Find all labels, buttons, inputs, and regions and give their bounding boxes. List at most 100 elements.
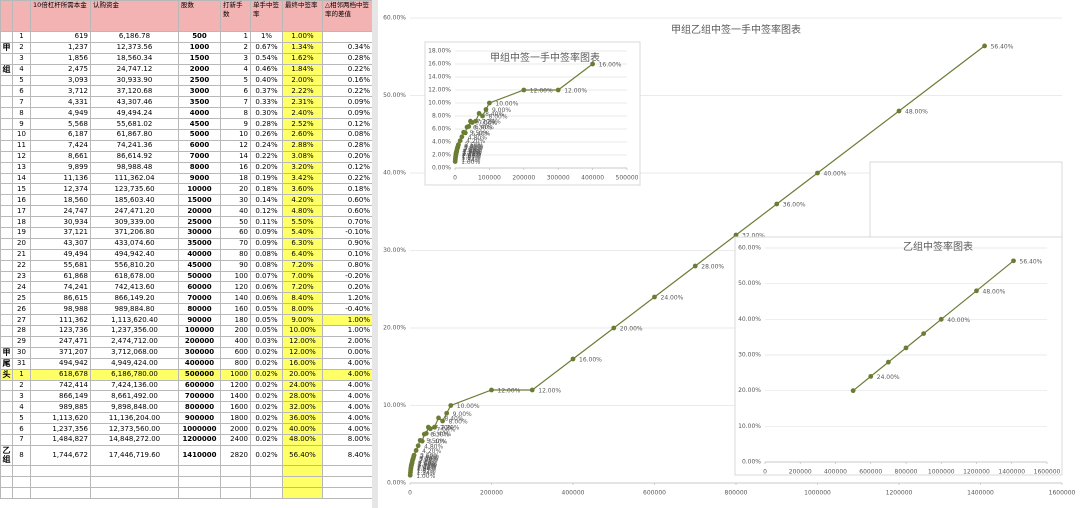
data-label: 1.84% bbox=[462, 154, 481, 161]
y-tick-label: 50.00% bbox=[738, 280, 761, 287]
y-tick-label: 2.00% bbox=[432, 152, 451, 159]
data-label: 3.42% bbox=[420, 454, 439, 461]
row: 组 4 2,475 24,747.12 2000 4 0.46% 1.84% 0.22% bbox=[0, 63, 373, 76]
x-tick-label: 1600000 bbox=[1049, 490, 1076, 497]
y-tick-label: 0.00% bbox=[387, 480, 406, 487]
data-point bbox=[480, 113, 485, 119]
data-label: 12.00% bbox=[538, 388, 561, 395]
header-cell: 认购资金 bbox=[90, 0, 179, 32]
x-tick-label: 100000 bbox=[478, 175, 501, 182]
data-point bbox=[868, 374, 874, 379]
data-label: 6.30% bbox=[430, 432, 449, 439]
x-tick-label: 1200000 bbox=[963, 469, 990, 476]
chart-frame bbox=[734, 236, 1063, 476]
data-label: 2.60% bbox=[418, 460, 437, 467]
y-tick-label: 0.00% bbox=[432, 165, 451, 172]
data-point bbox=[555, 87, 561, 93]
data-label: 3.20% bbox=[464, 145, 483, 152]
data-label: 8.00% bbox=[449, 419, 468, 426]
data-point bbox=[489, 387, 494, 393]
header-cell: 股数 bbox=[178, 0, 221, 32]
data-label: 20.00% bbox=[620, 326, 643, 333]
data-label: 28.00% bbox=[701, 264, 724, 271]
data-label: 4.80% bbox=[424, 443, 443, 450]
data-label: 32.00% bbox=[742, 233, 765, 240]
data-label: 40.00% bbox=[824, 171, 847, 178]
x-tick-label: 800000 bbox=[725, 490, 748, 497]
row: 头 1 618,678 6,186,780.00 500000 1000 0.02% 20.0… bbox=[0, 368, 373, 381]
data-point bbox=[692, 263, 698, 269]
chart-title: 甲组中签一手中签率图表 bbox=[490, 51, 600, 64]
data-label: 2.40% bbox=[462, 150, 481, 157]
data-label: 12.00% bbox=[530, 88, 553, 95]
chart-title: 甲组乙组中签一手中签率图表 bbox=[671, 23, 801, 36]
y-tick-label: 30.00% bbox=[738, 352, 761, 359]
x-tick-label: 400000 bbox=[581, 175, 604, 182]
x-tick-label: 400000 bbox=[562, 490, 585, 497]
data-label: 6.40% bbox=[432, 431, 451, 438]
row: 17 24,747 247,471.20 20000 40 0.12% 4.80% 0.60% bbox=[0, 205, 373, 218]
series-line bbox=[852, 260, 1014, 392]
data-point bbox=[529, 387, 535, 393]
data-label: 7.20% bbox=[434, 425, 453, 432]
data-label: 6.30% bbox=[473, 125, 492, 132]
x-tick-label: 0 bbox=[408, 490, 412, 497]
data-label: 5.50% bbox=[426, 438, 445, 445]
x-tick-label: 200000 bbox=[789, 469, 812, 476]
data-label: 2.00% bbox=[417, 465, 436, 472]
row: 甲 2 1,237 12,373.56 1000 2 0.67% 1.34% 0.34% bbox=[0, 41, 373, 54]
data-point bbox=[611, 325, 617, 331]
data-point bbox=[733, 232, 739, 238]
data-label: 7.00% bbox=[436, 426, 455, 433]
data-label: 56.40% bbox=[1020, 258, 1043, 265]
row: 18 30,934 309,339.00 25000 50 0.11% 5.50% 0.70% bbox=[0, 216, 373, 229]
row: 8 4,949 49,494.24 4000 8 0.30% 2.40% 0.09% bbox=[0, 107, 373, 120]
empty-box bbox=[869, 161, 1063, 238]
x-tick-label: 0 bbox=[763, 469, 767, 476]
y-tick-label: 8.00% bbox=[432, 113, 451, 120]
data-label: 2.22% bbox=[462, 151, 481, 158]
data-label: 2.52% bbox=[463, 149, 482, 156]
row: 13 9,899 98,988.48 8000 16 0.20% 3.20% 0.12% bbox=[0, 161, 373, 174]
data-point bbox=[476, 111, 482, 116]
chart-frame bbox=[424, 41, 641, 186]
chart-title: 乙组中签率图表 bbox=[903, 240, 973, 253]
data-label: 56.40% bbox=[991, 43, 1014, 50]
data-point bbox=[982, 43, 987, 49]
data-label: 2.52% bbox=[418, 461, 437, 468]
row: 2 742,414 7,424,136.00 600000 1200 0.02% 24.00… bbox=[0, 379, 373, 392]
header-cell: 最终中签率 bbox=[282, 0, 323, 32]
data-point bbox=[459, 134, 465, 140]
data-label: 3.60% bbox=[420, 453, 439, 460]
x-tick-label: 0 bbox=[453, 175, 457, 182]
header-cell: 单手中签率 bbox=[250, 0, 283, 32]
divider bbox=[372, 0, 378, 508]
data-point bbox=[419, 438, 425, 444]
data-label: 2.00% bbox=[462, 153, 481, 160]
row: 27 111,362 1,113,620.40 90000 180 0.05% 9.00% 1… bbox=[0, 314, 373, 327]
data-point bbox=[521, 87, 527, 93]
row: 22 55,681 556,810.20 45000 90 0.08% 7.20% 0.80% bbox=[0, 259, 373, 272]
data-label: 8.40% bbox=[485, 111, 504, 118]
data-label: 2.31% bbox=[462, 150, 481, 157]
data-point bbox=[483, 107, 489, 112]
y-tick-label: 0.00% bbox=[742, 459, 761, 466]
data-label: 24.00% bbox=[877, 374, 900, 381]
y-tick-label: 14.00% bbox=[428, 74, 451, 81]
x-tick-label: 200000 bbox=[512, 175, 535, 182]
data-label: 8.00% bbox=[489, 114, 508, 121]
data-point bbox=[427, 426, 433, 432]
y-tick-label: 10.00% bbox=[383, 402, 406, 409]
data-label: 5.40% bbox=[471, 130, 490, 137]
data-point bbox=[938, 316, 944, 322]
row: 15 12,374 123,735.60 10000 20 0.18% 3.60% 0.18% bbox=[0, 183, 373, 196]
y-tick-label: 10.00% bbox=[738, 423, 761, 430]
header-cell bbox=[12, 0, 31, 32]
header-row: 10倍杠杆所需本金 认购资金 股数 打新手数 单手中签率 最终中签率 △相邻两档… bbox=[0, 0, 373, 32]
empty-row bbox=[0, 464, 373, 477]
data-point bbox=[432, 424, 437, 430]
data-label: 2.31% bbox=[417, 463, 436, 470]
data-label: 2.60% bbox=[463, 149, 482, 156]
data-label: 3.08% bbox=[419, 457, 438, 464]
data-point bbox=[774, 201, 780, 207]
